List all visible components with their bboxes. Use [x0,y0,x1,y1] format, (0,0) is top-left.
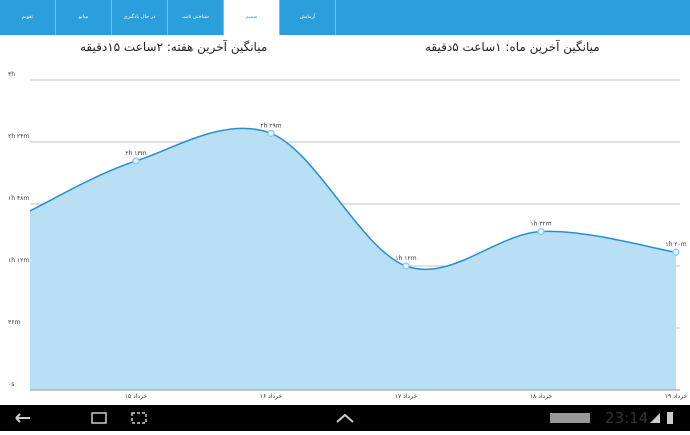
tab[interactable]: سمیم [224,0,280,35]
point [267,129,275,137]
value-label: ۱h ۳۲m [530,221,551,228]
point [672,248,680,256]
tab[interactable]: آزمایش [280,0,336,35]
chart: ۰s ۳۶m ۱h ۱۲m ۱h ۴۸m ۲h ۲۴m ۳h ۲h ۱۳m ۲h ۲۹m ۱h … [8,71,688,400]
tab-bar: تقویم میانو در حال یادگیری شناختی ثابت س… [0,0,690,35]
tab[interactable]: در حال یادگیری [112,0,168,35]
value-label: ۲h ۲۹m [260,122,281,129]
x-tick-label: ۱۹ خرداد [665,393,688,400]
area [30,128,676,390]
y-tick-label: ۲h ۲۴m [8,133,29,140]
tab[interactable]: تقویم [0,0,56,35]
tab[interactable]: میانو [56,0,112,35]
y-tick-label: ۱h ۴۸m [8,195,29,202]
nav-icons: 23:14 [15,409,673,427]
tab[interactable]: شناختی ثابت [168,0,224,35]
y-tick-label: ۰s [8,381,14,388]
x-tick-label: ۱۸ خرداد [530,393,553,400]
y-tick-label: ۳۶m [8,319,20,326]
value-label: ۱h ۲۰m [665,241,686,248]
week-average: میانگین آخرین هفته: ۲ساعت ۱۵دقیقه [80,40,268,54]
x-tick-label: ۱۵ خرداد [125,393,148,400]
point [537,227,545,236]
point [132,157,140,165]
point [402,262,410,270]
y-tick-label: ۱h ۱۲m [8,257,29,264]
y-tick-label: ۳h [8,71,15,78]
value-label: ۲h ۱۳m [125,150,146,157]
value-label: ۱h ۱۲m [395,255,416,262]
clock: 23:14 [605,409,648,427]
nav-bar: 23:14 [0,405,690,431]
x-tick-label: ۱۷ خرداد [395,393,418,400]
month-average: میانگین آخرین ماه: ۱ساعت ۵دقیقه [425,40,600,54]
x-tick-label: ۱۶ خرداد [260,393,283,400]
